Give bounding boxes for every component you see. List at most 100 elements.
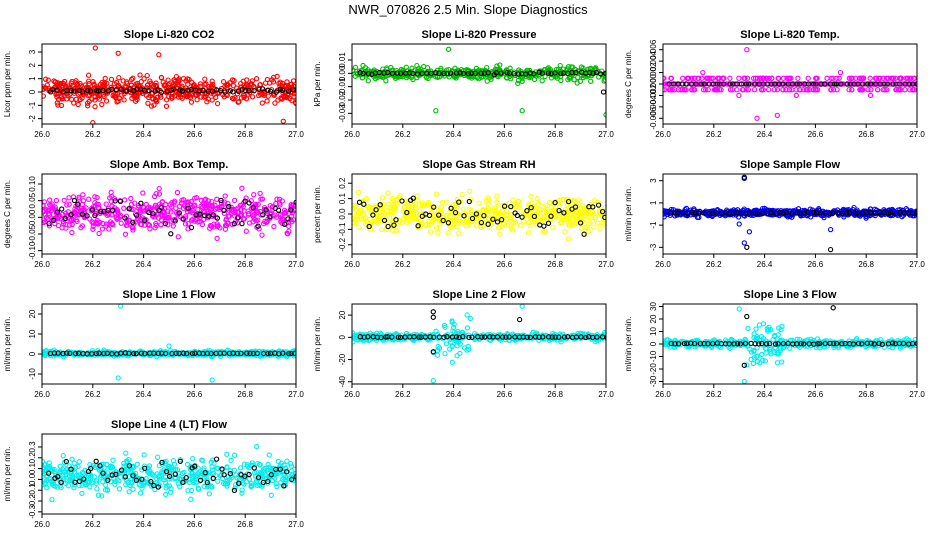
- data-point: [892, 75, 898, 81]
- y-tick-label: -0.006: [649, 106, 658, 129]
- highlight-point: [768, 210, 774, 216]
- highlight-point: [540, 334, 546, 340]
- data-point: [118, 212, 124, 219]
- data-point: [410, 215, 416, 222]
- highlight-point: [265, 350, 271, 357]
- highlight-point: [131, 350, 137, 357]
- data-point: [404, 219, 410, 226]
- outlier-point: [741, 240, 747, 246]
- data-point: [47, 197, 53, 203]
- highlight-point: [365, 70, 372, 77]
- data-point: [232, 210, 238, 216]
- data-point: [836, 75, 842, 81]
- data-point: [204, 99, 210, 105]
- data-point: [546, 199, 553, 206]
- data-point: [579, 202, 585, 208]
- data-point: [145, 100, 151, 106]
- highlight-point: [101, 350, 107, 357]
- highlight-point: [370, 212, 376, 218]
- y-tick-label: 10: [28, 329, 37, 338]
- data-point: [160, 212, 166, 219]
- data-point: [528, 193, 534, 199]
- data-point: [485, 211, 491, 217]
- data-point: [379, 195, 386, 201]
- highlight-point: [466, 334, 472, 341]
- data-point: [572, 220, 579, 227]
- data-point: [42, 219, 47, 226]
- highlight-point: [130, 219, 136, 225]
- data-point: [188, 198, 194, 205]
- highlight-point: [768, 81, 774, 87]
- data-point: [705, 87, 711, 93]
- highlight-point: [431, 334, 437, 340]
- data-point: [352, 64, 359, 71]
- x-tick-label: 27.0: [288, 260, 304, 269]
- data-point: [86, 78, 92, 84]
- data-point: [202, 76, 208, 82]
- y-tick-label: 0.004: [649, 51, 658, 72]
- data-point: [284, 231, 291, 237]
- highlight-point: [226, 203, 232, 210]
- highlight-point: [832, 81, 838, 87]
- highlight-point: [168, 87, 175, 93]
- outlier-point: [430, 378, 436, 384]
- data-point: [363, 196, 370, 202]
- data-point: [42, 217, 46, 223]
- highlight-point: [273, 89, 279, 95]
- data-point: [532, 72, 538, 78]
- data-point: [552, 331, 558, 337]
- highlight-point: [752, 210, 758, 216]
- data-point: [494, 193, 500, 199]
- highlight-point: [179, 88, 186, 94]
- data-point: [865, 339, 872, 345]
- highlight-point: [377, 202, 383, 208]
- data-point: [58, 102, 65, 109]
- highlight-point: [188, 224, 195, 231]
- highlight-point: [235, 214, 241, 221]
- data-point: [750, 360, 757, 367]
- data-point: [765, 211, 772, 217]
- data-point: [153, 82, 159, 89]
- highlight-point: [100, 87, 106, 94]
- data-point: [566, 219, 572, 225]
- data-point: [558, 219, 565, 225]
- data-point: [198, 94, 204, 100]
- x-tick-label: 26.2: [85, 260, 101, 269]
- data-point: [230, 96, 237, 102]
- data-point: [175, 94, 182, 100]
- highlight-point: [134, 212, 140, 218]
- data-point: [388, 64, 394, 71]
- data-point: [784, 75, 790, 81]
- data-point: [437, 206, 444, 212]
- highlight-point: [776, 81, 783, 87]
- data-point: [540, 228, 546, 235]
- data-point: [432, 216, 438, 222]
- highlight-point: [897, 81, 903, 87]
- highlight-point: [87, 88, 94, 94]
- data-point: [222, 193, 228, 199]
- outlier-point: [754, 115, 760, 121]
- data-point: [220, 79, 227, 85]
- highlight-point: [445, 220, 452, 226]
- data-point: [161, 206, 168, 212]
- data-point: [780, 87, 786, 93]
- highlight-point: [577, 220, 584, 226]
- highlight-point: [436, 70, 442, 77]
- highlight-point: [478, 70, 484, 76]
- data-point: [450, 328, 456, 334]
- data-point: [678, 209, 684, 215]
- data-point: [228, 204, 234, 210]
- data-point: [908, 81, 914, 87]
- y-tick-label: 0.05: [28, 192, 37, 208]
- highlight-point: [360, 70, 366, 77]
- data-point: [542, 333, 549, 339]
- data-point: [284, 79, 290, 85]
- highlight-point: [275, 207, 282, 213]
- data-point: [912, 336, 917, 343]
- highlight-point: [805, 81, 812, 87]
- highlight-point: [447, 70, 454, 76]
- data-point: [243, 228, 249, 234]
- data-point: [800, 81, 806, 87]
- highlight-outlier: [744, 244, 750, 250]
- outlier-point: [774, 112, 780, 119]
